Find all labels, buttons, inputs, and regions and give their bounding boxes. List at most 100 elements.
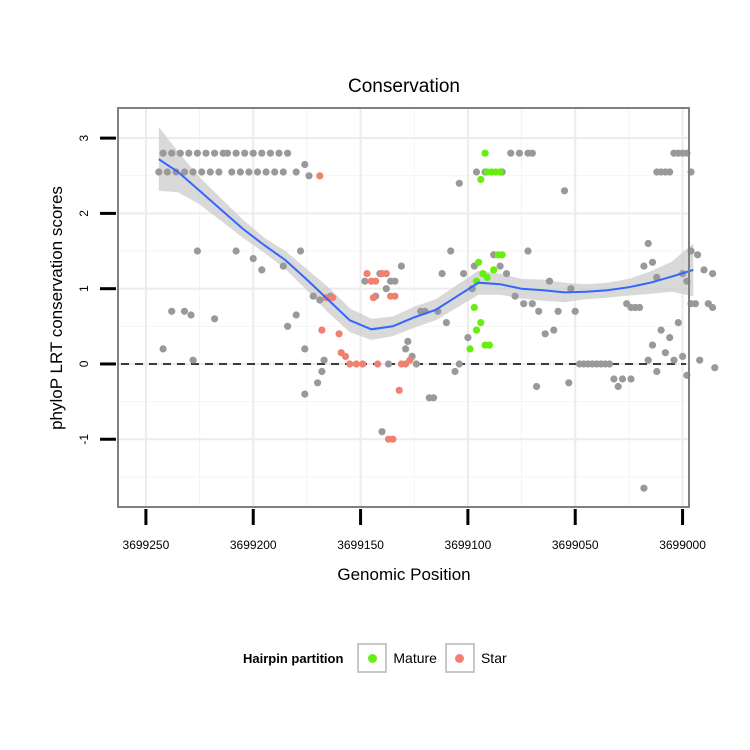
point-star (372, 277, 380, 285)
point-star (346, 360, 354, 368)
point-other (455, 179, 463, 187)
legend-dot-star (455, 653, 465, 663)
point-other (284, 149, 292, 157)
point-other (657, 326, 665, 334)
y-tick-label: 3 (77, 134, 91, 141)
point-other (249, 149, 257, 157)
point-other (292, 311, 300, 319)
point-other (674, 319, 682, 327)
point-other (438, 270, 446, 278)
point-other (472, 168, 481, 176)
point-star (359, 360, 367, 368)
point-mature (472, 326, 481, 334)
point-other (292, 168, 300, 176)
point-other (180, 307, 189, 315)
point-other (318, 367, 326, 376)
point-other (535, 307, 543, 315)
x-tick-label: 3699000 (659, 538, 706, 552)
point-other (614, 382, 622, 391)
point-other (163, 168, 171, 176)
x-tick-label: 3699050 (552, 538, 599, 552)
data-points (155, 149, 719, 492)
point-other (451, 367, 459, 376)
point-other (189, 356, 197, 364)
point-star (337, 349, 345, 357)
point-other (361, 277, 369, 285)
point-other (404, 337, 412, 345)
x-axis: 3699250 3699200 3699150 3699100 3699050 36990… (123, 509, 706, 552)
point-other (402, 345, 410, 353)
point-other (232, 247, 240, 255)
point-other (253, 168, 262, 176)
point-star (406, 356, 414, 364)
point-other (640, 262, 648, 270)
point-other (533, 382, 541, 391)
point-other (320, 356, 328, 364)
point-other (159, 149, 167, 157)
point-other (316, 296, 324, 304)
point-other (159, 345, 167, 353)
point-star (374, 360, 382, 368)
point-other (241, 149, 249, 157)
point-other (567, 285, 575, 293)
point-other (412, 360, 420, 368)
point-other (515, 149, 524, 157)
point-mature (481, 149, 489, 157)
point-other (666, 334, 674, 342)
point-other (560, 187, 569, 195)
legend-title: Hairpin partition (243, 650, 344, 666)
point-other (249, 255, 257, 263)
point-other (430, 394, 438, 402)
confidence-band (158, 126, 694, 340)
point-other (211, 149, 219, 157)
point-star (391, 292, 399, 300)
point-other (571, 307, 579, 315)
point-other (279, 168, 287, 176)
x-tick-label: 3699100 (445, 538, 492, 552)
point-other (528, 149, 536, 157)
point-other (554, 307, 562, 315)
point-other (696, 356, 704, 364)
legend-key-star (444, 643, 475, 673)
point-other (245, 168, 253, 176)
legend-label-star: Star (480, 650, 507, 666)
legend: Hairpin partition Mature Star (243, 642, 515, 674)
point-other (185, 149, 193, 157)
point-other (314, 379, 322, 387)
point-other (644, 239, 652, 248)
point-mature (485, 341, 493, 349)
point-other (211, 315, 219, 323)
point-other (223, 149, 232, 157)
point-other (545, 277, 554, 285)
point-other (502, 270, 511, 278)
point-other (284, 322, 292, 330)
x-tick-label: 3699150 (337, 538, 384, 552)
plot-border (117, 107, 690, 508)
point-other (193, 149, 201, 157)
point-other (666, 168, 674, 176)
point-other (279, 262, 287, 270)
point-other (266, 149, 274, 157)
y-tick-label: -1 (77, 434, 91, 445)
point-other (296, 247, 305, 255)
point-other (309, 292, 317, 300)
point-other (661, 349, 670, 357)
point-mature (496, 168, 504, 176)
point-other (565, 379, 573, 387)
point-other (262, 168, 270, 176)
point-other (496, 262, 504, 270)
point-other (236, 168, 244, 176)
point-star (369, 294, 377, 302)
legend-label-mature: Mature (393, 650, 437, 666)
point-mature (477, 319, 485, 327)
point-other (606, 360, 614, 368)
point-star (384, 435, 393, 443)
point-mature (466, 345, 474, 353)
point-other (258, 266, 266, 274)
y-axis-label: phyloP LRT conservation scores (47, 186, 66, 430)
point-mature (490, 266, 498, 274)
point-other (653, 273, 661, 281)
point-star (395, 386, 403, 394)
legend-key-mature (357, 643, 388, 673)
